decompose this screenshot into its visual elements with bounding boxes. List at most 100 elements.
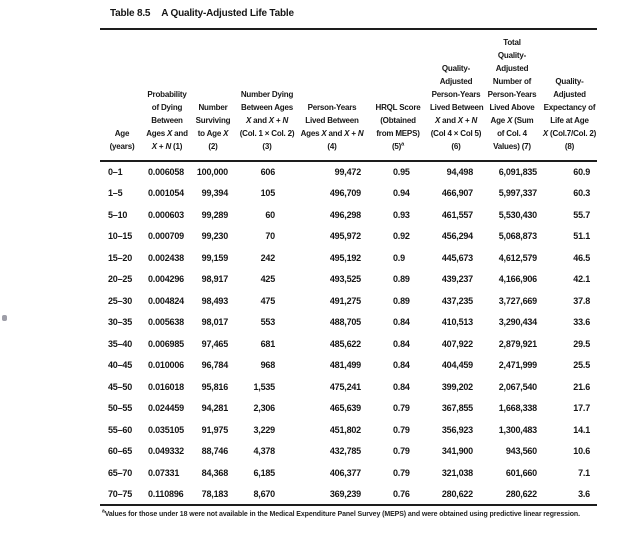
table-cell-number-dying: 70 (265, 231, 275, 242)
table-cell-age: 30–35 (108, 317, 133, 328)
table-cell-total-qa-person-years: 4,166,906 (498, 274, 537, 285)
table-cell-qa-life-expectancy: 37.8 (573, 295, 590, 306)
table-cell-number-surviving: 98,017 (201, 317, 229, 328)
table-cell-probability-of-dying: 0.000603 (148, 209, 184, 220)
table-cell-qa-person-years: 367,855 (441, 403, 473, 414)
table-cell-total-qa-person-years: 5,068,873 (498, 231, 537, 242)
footnote-marker: a (102, 508, 105, 515)
table-cell-probability-of-dying: 0.000709 (148, 231, 184, 242)
table-row: 15–20 0.002438 99,159 242 495,192 0.9 445,673 4… (100, 247, 597, 269)
table-cell-age: 10–15 (108, 231, 133, 242)
table-cell-qa-person-years: 341,900 (441, 446, 473, 457)
table-cell-probability-of-dying: 0.110896 (148, 488, 184, 499)
table-cell-probability-of-dying: 0.035105 (148, 424, 184, 435)
table-cell-probability-of-dying: 0.001054 (148, 188, 184, 199)
column-header-qa-life-expectancy: Quality- Adjusted Expectancy of Life at Age… (542, 77, 597, 151)
table-cell-hrql-score: 0.84 (393, 338, 410, 349)
table-cell-person-years-lived: 495,192 (329, 252, 361, 263)
table-cell-number-surviving: 99,289 (201, 209, 229, 220)
table-caption: A Quality-Adjusted Life Table (161, 8, 294, 19)
table-figure: Table 8.5 A Quality-Adjusted Life Table A… (100, 8, 597, 518)
table-cell-qa-person-years: 404,459 (441, 360, 473, 371)
table-cell-total-qa-person-years: 3,290,434 (498, 317, 537, 328)
table-cell-number-dying: 6,185 (253, 467, 275, 478)
table-cell-total-qa-person-years: 5,997,337 (498, 188, 537, 199)
table-cell-person-years-lived: 495,972 (329, 231, 361, 242)
table-cell-hrql-score: 0.92 (393, 231, 410, 242)
table-row: 45–50 0.016018 95,816 1,535 475,241 0.84 399,2… (100, 376, 597, 398)
table-cell-number-dying: 242 (260, 252, 276, 263)
table-cell-qa-life-expectancy: 7.1 (578, 467, 590, 478)
table-cell-qa-person-years: 466,907 (441, 188, 473, 199)
table-cell-person-years-lived: 406,377 (329, 467, 361, 478)
table-cell-person-years-lived: 432,785 (329, 446, 361, 457)
table-cell-number-dying: 968 (260, 360, 276, 371)
table-cell-number-dying: 105 (260, 188, 276, 199)
table-cell-qa-person-years: 94,498 (446, 167, 474, 178)
table-cell-total-qa-person-years: 2,879,921 (498, 338, 537, 349)
column-header-qa-person-years: Quality- Adjusted Person-Years Lived Betwee… (430, 64, 484, 151)
table-cell-number-dying: 553 (260, 317, 276, 328)
column-header-hrql-score: HRQL Score (Obtained from MEPS) (5)a (375, 103, 421, 151)
table-cell-qa-person-years: 461,557 (441, 209, 473, 220)
table-cell-qa-life-expectancy: 17.7 (573, 403, 590, 414)
table-cell-qa-person-years: 321,038 (441, 467, 473, 478)
table-cell-total-qa-person-years: 601,660 (505, 467, 537, 478)
table-cell-person-years-lived: 465,639 (329, 403, 361, 414)
table-cell-hrql-score: 0.89 (393, 274, 410, 285)
table-cell-age: 20–25 (108, 274, 133, 285)
table-row: 60–65 0.049332 88,746 4,378 432,785 0.79 341,9… (100, 441, 597, 463)
column-header-total-qa-person-years: Total Quality- Adjusted Number of Person-Yea… (487, 38, 537, 151)
table-cell-number-surviving: 98,917 (201, 274, 229, 285)
table-cell-age: 50–55 (108, 403, 133, 414)
table-cell-person-years-lived: 451,802 (329, 424, 361, 435)
table-cell-total-qa-person-years: 1,668,338 (498, 403, 537, 414)
table-cell-qa-life-expectancy: 60.3 (573, 188, 590, 199)
table-cell-qa-person-years: 280,622 (441, 488, 473, 499)
table-body: 0–1 0.006058 100,000 606 99,472 0.95 94,498 6,0… (100, 161, 597, 505)
table-cell-qa-life-expectancy: 55.7 (573, 209, 590, 220)
table-cell-qa-person-years: 407,922 (441, 338, 473, 349)
table-cell-person-years-lived: 488,705 (329, 317, 361, 328)
column-header-probability-of-dying: Probability of Dying Between Ages X and X + … (146, 90, 188, 151)
table-cell-age: 25–30 (108, 295, 133, 306)
table-cell-probability-of-dying: 0.049332 (148, 446, 184, 457)
table-cell-qa-person-years: 356,923 (441, 424, 473, 435)
table-row: 35–40 0.006985 97,465 681 485,622 0.84 407,922… (100, 333, 597, 355)
table-row: 55–60 0.035105 91,975 3,229 451,802 0.79 356,9… (100, 419, 597, 441)
table-cell-number-dying: 425 (260, 274, 276, 285)
table-cell-qa-life-expectancy: 29.5 (573, 338, 590, 349)
table-row: 50–55 0.024459 94,281 2,306 465,639 0.79 367,8… (100, 398, 597, 420)
table-cell-total-qa-person-years: 280,622 (505, 488, 537, 499)
table-cell-number-surviving: 100,000 (196, 167, 228, 178)
table-cell-probability-of-dying: 0.004824 (148, 295, 184, 306)
table-cell-hrql-score: 0.89 (393, 295, 410, 306)
table-cell-age: 60–65 (108, 446, 133, 457)
table-cell-total-qa-person-years: 943,560 (505, 446, 537, 457)
table-cell-age: 35–40 (108, 338, 133, 349)
table-cell-hrql-score: 0.79 (393, 424, 410, 435)
table-cell-age: 5–10 (108, 209, 128, 220)
table-row: 1–5 0.001054 99,394 105 496,709 0.94 466,907 5,… (100, 183, 597, 205)
table-cell-number-dying: 1,535 (253, 381, 275, 392)
table-cell-age: 15–20 (108, 252, 133, 263)
table-cell-age: 0–1 (108, 167, 123, 178)
table-cell-qa-life-expectancy: 14.1 (573, 424, 590, 435)
table-cell-qa-life-expectancy: 21.6 (573, 381, 590, 392)
table-cell-number-dying: 2,306 (253, 403, 275, 414)
table-cell-total-qa-person-years: 3,727,669 (498, 295, 537, 306)
table-cell-qa-person-years: 456,294 (441, 231, 473, 242)
table-cell-person-years-lived: 491,275 (329, 295, 361, 306)
table-cell-age: 1–5 (108, 188, 123, 199)
table-row: 5–10 0.000603 99,289 60 496,298 0.93 461,557 5,… (100, 204, 597, 226)
table-cell-person-years-lived: 496,709 (329, 188, 361, 199)
table-cell-person-years-lived: 493,525 (329, 274, 361, 285)
table-cell-person-years-lived: 481,499 (329, 360, 361, 371)
table-cell-number-surviving: 78,183 (201, 488, 229, 499)
column-header-person-years-lived: Person-Years Lived Between Ages X and X + … (300, 103, 364, 151)
table-cell-total-qa-person-years: 6,091,835 (498, 167, 537, 178)
table-cell-number-dying: 475 (260, 295, 276, 306)
table-cell-person-years-lived: 496,298 (329, 209, 361, 220)
column-header-age: Age (years) (109, 129, 135, 151)
